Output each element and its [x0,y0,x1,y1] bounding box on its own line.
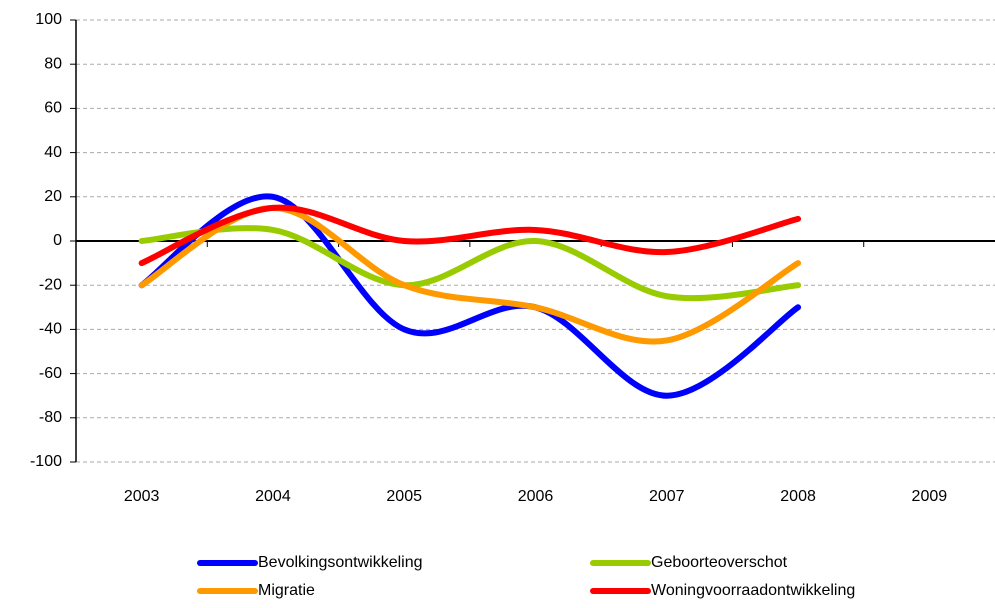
x-tick-label: 2007 [649,488,685,505]
y-tick-label: 100 [35,11,62,28]
y-tick-label: -20 [39,276,62,293]
series-line [138,193,802,399]
legend-label: Migratie [258,582,315,599]
legend-label: Bevolkingsontwikkeling [258,554,423,571]
x-tick-label: 2005 [386,488,422,505]
y-tick-label: 0 [53,232,62,249]
x-tick-label: 2006 [518,488,554,505]
y-tick-label: -80 [39,409,62,426]
series-line [138,225,802,302]
y-tick-label: -60 [39,365,62,382]
x-tick-label: 2004 [255,488,291,505]
x-tick-label: 2008 [780,488,816,505]
legend-label: Geboorteoverschot [651,554,788,571]
legend-label: Woningvoorraadontwikkeling [651,582,855,599]
x-tick-label: 2009 [912,488,948,505]
y-tick-label: 40 [44,144,62,161]
y-tick-label: 60 [44,100,62,117]
y-tick-label: -100 [30,453,62,470]
series-line [138,204,802,267]
x-tick-label: 2003 [124,488,160,505]
y-tick-label: -40 [39,321,62,338]
y-tick-label: 80 [44,55,62,72]
y-tick-label: 20 [44,188,62,205]
